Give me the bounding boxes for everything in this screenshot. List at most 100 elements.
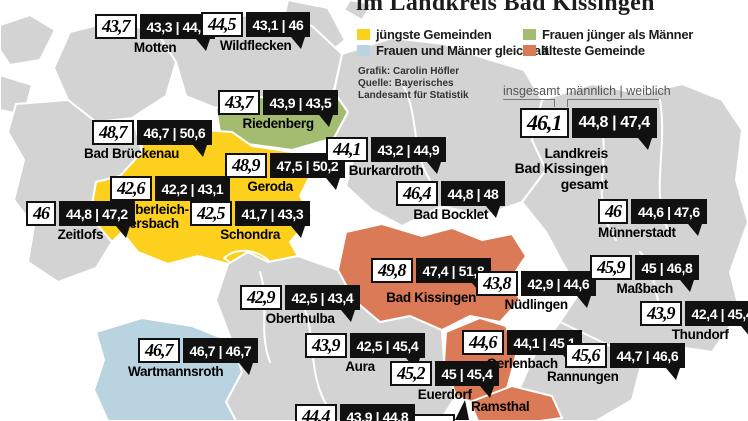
male-female-age-box: 41,7 | 43,3	[234, 201, 311, 238]
oldest-swatch	[523, 45, 536, 56]
total-age-box: 48,9	[225, 153, 267, 178]
page-title: im Landkreis Bad Kissingen	[356, 0, 655, 16]
municipality-name: Nüdlingen	[504, 297, 569, 312]
municipality-callout-oerlenbach: 44,6 44,1 | 45,1 Oerlenbach	[462, 330, 583, 371]
total-age-box: 46	[26, 201, 56, 226]
municipality-name: Geroda	[247, 179, 293, 194]
total-age-box: 43,9	[640, 301, 682, 326]
municipality-callout-muennerstadt: 46 44,6 | 47,6 Münnerstadt	[598, 199, 707, 240]
municipality-callout-euerdorf: 45,2 45 | 45,4 Euerdorf	[390, 361, 500, 402]
legend-item-youngest: jüngste Gemeinden	[357, 27, 492, 42]
male-female-age-box: 46,7 | 50,6	[136, 120, 213, 157]
municipality-name: Oerlenbach	[486, 356, 559, 371]
total-age-box: 44,4	[295, 404, 337, 421]
municipality-name: Bad Brückenau	[84, 146, 180, 161]
male-female-age-box: 44,8 | 48	[440, 181, 506, 218]
total-age-box: 48,7	[92, 120, 134, 145]
legend-label: Frauen und Männer gleich alt	[376, 43, 549, 58]
municipality-name: Ramsthal	[471, 399, 530, 414]
total-age-box: 43,7	[218, 90, 260, 115]
male-female-age-box: 44,8 | 47,2	[59, 201, 135, 238]
municipality-callout-motten: 43,7 43,3 | 44,1 Motten	[95, 14, 216, 55]
total-age-box: 43,9	[305, 333, 347, 358]
municipality-callout-nuedlingen: 43,8 42,9 | 44,6 Nüdlingen	[476, 271, 597, 312]
municipality-callout-massbach: 45,9 45 | 46,8 Maßbach	[590, 255, 700, 296]
total-age-box: 44,5	[201, 12, 243, 37]
municipality-name: Motten	[133, 40, 177, 55]
legend-item-oldest: älteste Gemeinde	[523, 43, 645, 58]
male-female-age-box: 42,2 | 43,1	[154, 176, 231, 213]
municipality-callout-wartmannsroth: 46,7 46,7 | 46,7 Wartmannsroth	[128, 338, 259, 379]
municipality-name: Rannungen	[547, 369, 619, 384]
insgesamt-label: insgesamt	[503, 84, 560, 98]
male-female-age-box: 42,4 | 45,4	[684, 301, 748, 338]
equal-age-swatch	[357, 45, 370, 56]
municipality-name: Zeitlofs	[57, 227, 104, 242]
total-age-box: 43,7	[95, 14, 137, 39]
male-female-age-box: 42,5 | 43,4	[284, 285, 361, 322]
male-female-age-box: 46,7 | 46,7	[182, 338, 259, 375]
municipality-name: Bad Bocklet	[413, 207, 489, 222]
key-example-row: 46,1 44,8 | 47,4	[520, 108, 657, 150]
male-female-age-box: 43,9 | 44,8	[339, 404, 416, 421]
municipality-name: Euerdorf	[417, 387, 472, 402]
male-female-age-box: 43,9 | 43,5	[262, 90, 339, 127]
municipality-name: Maßbach	[616, 281, 674, 296]
male-female-age-box: 43,2 | 44,9	[370, 137, 447, 174]
municipality-name: Oberthulba	[265, 311, 335, 326]
municipality-name: Burkardroth	[348, 163, 424, 178]
municipality-callout-schondra: 42,5 41,7 | 43,3 Schondra	[190, 201, 311, 242]
municipality-callout-rannungen: 45,6 44,7 | 46,6 Rannungen	[547, 343, 686, 384]
total-age-box: 45,9	[590, 255, 632, 280]
total-age-box: 44,6	[462, 330, 504, 355]
municipality-callout-bad-kissingen: 49,8 47,4 | 51,8 Bad Kissingen	[371, 258, 492, 305]
total-age-box: 45,6	[565, 343, 607, 368]
municipality-callout-riedenberg: 43,7 43,9 | 43,5 Riedenberg	[218, 90, 339, 131]
municipality-name: Wildflecken	[219, 38, 292, 53]
municipality-name: Bad Kissingen	[386, 290, 477, 305]
credits: Grafik: Carolin Höfler Quelle: Bayerisch…	[358, 66, 469, 102]
total-age-box: 42,6	[110, 176, 152, 201]
male-female-age-box: 42,5 | 45,4	[349, 333, 426, 370]
municipality-callout-burkardroth: 44,1 43,2 | 44,9 Burkardroth	[326, 137, 447, 178]
legend-item-equal-age: Frauen und Männer gleich alt	[357, 43, 548, 58]
key-line	[567, 99, 659, 100]
legend-item-women-younger: Frauen jünger als Männer	[523, 27, 693, 42]
total-age-box: 42,9	[240, 285, 282, 310]
key-line	[503, 99, 555, 100]
male-female-age-box: 45 | 46,8	[634, 255, 700, 292]
municipality-name: Schondra	[220, 227, 281, 242]
total-age-box: 46	[598, 199, 628, 224]
municipality-callout-oberleichtersbach: 42,6 42,2 | 43,1 Oberleich- tersbach	[110, 176, 231, 232]
legend-label: älteste Gemeinde	[542, 43, 645, 58]
municipality-callout-bad-bocklet: 46,4 44,8 | 48 Bad Bocklet	[396, 181, 506, 222]
male-female-age-box: 43,1 | 46	[245, 12, 311, 49]
male-female-age-box: 44,8 | 47,4	[571, 108, 657, 150]
male-female-age-box: 45 | 45,4	[434, 361, 500, 398]
municipality-callout-zeitlofs: 46 44,8 | 47,2 Zeitlofs	[26, 201, 135, 242]
callout-pointer	[455, 400, 469, 420]
municipality-name: Wartmannsroth	[128, 364, 224, 379]
total-age-box: 42,5	[190, 201, 232, 226]
municipality-callout-ramsthal: Ramsthal	[455, 398, 530, 420]
total-age-box: 46,1	[520, 108, 569, 138]
male-female-age-box: 44,7 | 46,6	[609, 343, 686, 380]
municipality-callout-clipped: 44,4 43,9 | 44,8	[295, 404, 416, 421]
male-female-age-box: 44,6 | 47,6	[631, 199, 707, 236]
total-age-box: 46,4	[396, 181, 438, 206]
clipped-callout-fragment	[413, 414, 455, 421]
municipality-name: Oberleich- tersbach	[125, 202, 189, 232]
male-female-age-box: 42,9 | 44,6	[520, 271, 597, 308]
total-age-box: 45,2	[390, 361, 432, 386]
total-age-box: 49,8	[371, 258, 413, 283]
legend-label: Frauen jünger als Männer	[542, 27, 694, 42]
district-total-label: Landkreis Bad Kissingen gesamt	[514, 145, 609, 192]
total-age-box: 44,1	[326, 137, 368, 162]
municipality-name: Aura	[345, 359, 375, 374]
municipality-name: Riedenberg	[242, 116, 315, 131]
youngest-swatch	[357, 29, 370, 40]
total-age-box: 46,7	[138, 338, 180, 363]
key-tick	[567, 99, 568, 107]
legend-label: jüngste Gemeinden	[376, 27, 492, 42]
